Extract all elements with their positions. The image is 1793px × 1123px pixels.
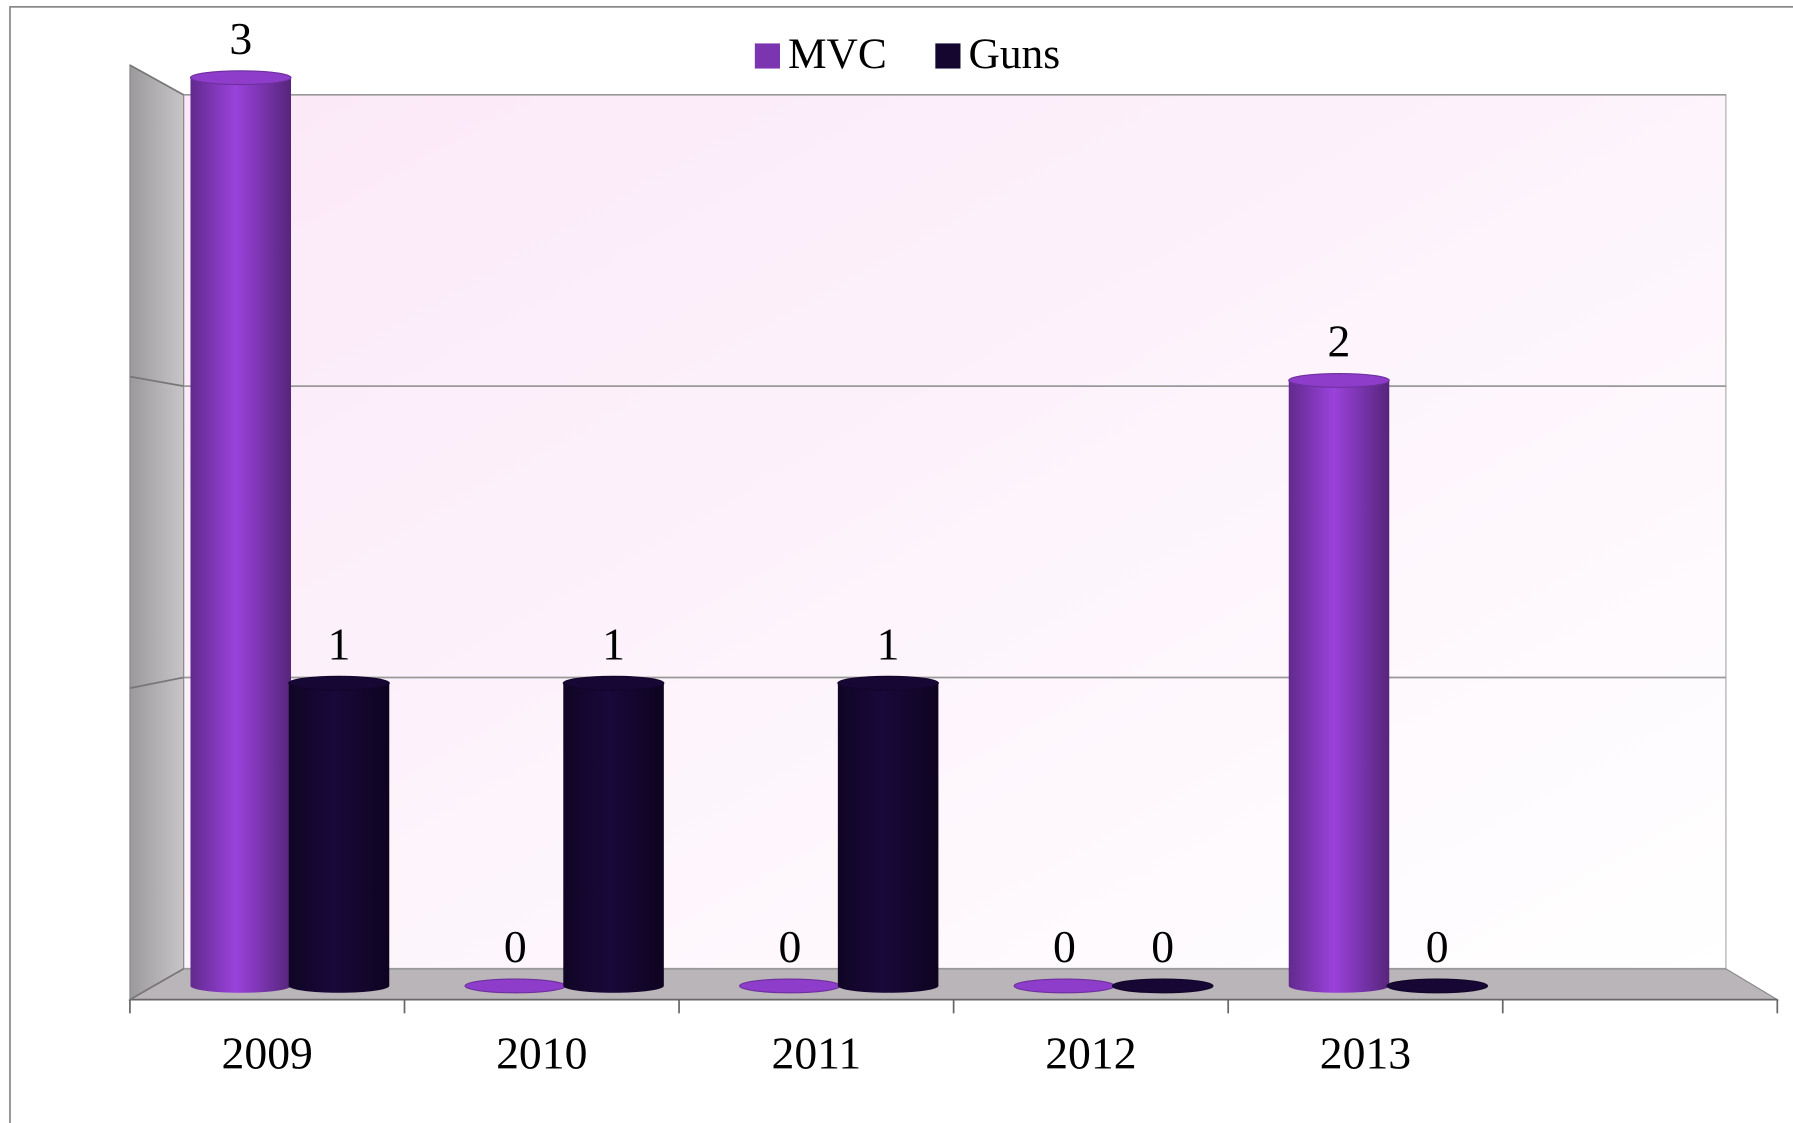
grid-line bbox=[129, 676, 1726, 689]
grid-line-side bbox=[129, 64, 185, 96]
frame bbox=[9, 5, 1793, 1123]
grid-line-side bbox=[129, 968, 185, 1001]
bar-top bbox=[1013, 978, 1116, 994]
data-label: 0 bbox=[1151, 921, 1174, 972]
bar-top bbox=[837, 675, 939, 691]
data-label: 0 bbox=[1053, 921, 1076, 972]
data-label: 0 bbox=[778, 921, 801, 972]
bar bbox=[739, 978, 841, 994]
bar-top bbox=[189, 70, 292, 86]
data-label: 2 bbox=[1328, 316, 1351, 367]
grid-line-side bbox=[129, 676, 184, 689]
data-label: 1 bbox=[877, 618, 900, 669]
back-wall bbox=[183, 94, 1727, 970]
legend-label: Guns bbox=[968, 30, 1060, 78]
bar bbox=[837, 675, 939, 993]
bar-top bbox=[1386, 978, 1489, 994]
bar bbox=[1386, 978, 1489, 994]
bar-top bbox=[464, 978, 567, 994]
bar bbox=[189, 70, 292, 993]
x-tick-label: 2010 bbox=[496, 1027, 587, 1078]
data-label: 0 bbox=[504, 921, 527, 972]
grid-line bbox=[129, 967, 1726, 1001]
x-tick-label: 2013 bbox=[1320, 1027, 1411, 1078]
x-tick-label: 2009 bbox=[222, 1027, 313, 1078]
side-wall bbox=[129, 64, 185, 1001]
bar bbox=[288, 675, 390, 993]
data-label: 0 bbox=[1426, 921, 1449, 972]
bar bbox=[1013, 978, 1116, 994]
bar-top bbox=[288, 675, 390, 691]
bar bbox=[1111, 978, 1214, 994]
grid-line bbox=[129, 64, 1726, 96]
grid-line-side bbox=[129, 375, 184, 387]
bar-body bbox=[288, 683, 390, 986]
bar-top bbox=[739, 978, 841, 994]
bar-top bbox=[1111, 978, 1214, 994]
bar-body bbox=[190, 77, 292, 986]
bar bbox=[464, 978, 567, 994]
data-label: 1 bbox=[602, 618, 625, 669]
legend-label: MVC bbox=[788, 30, 887, 78]
bar bbox=[1288, 373, 1390, 993]
bar-top bbox=[562, 675, 665, 691]
bar-body bbox=[1288, 380, 1390, 986]
data-label: 3 bbox=[229, 13, 252, 64]
x-tick-label: 2011 bbox=[771, 1027, 861, 1078]
bar-body bbox=[837, 683, 939, 986]
legend-swatch bbox=[754, 43, 780, 69]
bar bbox=[562, 675, 665, 993]
legend-swatch bbox=[935, 43, 961, 69]
x-tick-label: 2012 bbox=[1045, 1027, 1136, 1078]
data-label: 1 bbox=[328, 618, 351, 669]
bar-top bbox=[1288, 373, 1390, 388]
grid-line bbox=[129, 375, 1726, 387]
bar-body bbox=[563, 683, 664, 986]
